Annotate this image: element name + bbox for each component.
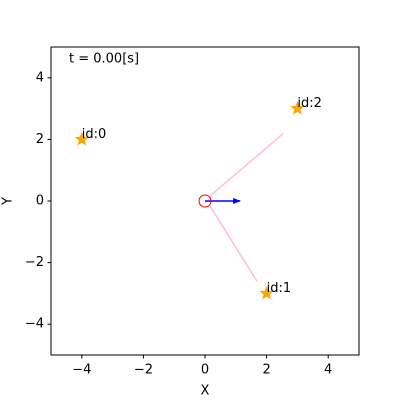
y-tick-label: −4 — [25, 317, 44, 332]
observation-line — [209, 205, 258, 282]
landmark — [290, 101, 305, 115]
landmark — [259, 285, 274, 300]
x-tick-label: −2 — [134, 363, 153, 378]
x-tick-label: 4 — [324, 363, 332, 378]
time-annotation: t = 0.00[s] — [69, 52, 139, 67]
y-axis-label: Y — [1, 197, 16, 206]
y-tick-label: 2 — [36, 132, 44, 147]
robot — [198, 194, 212, 208]
observation-line — [209, 132, 284, 197]
landmark-label: id:0 — [82, 127, 107, 142]
landmark-label: id:1 — [267, 281, 292, 296]
y-tick-label: 4 — [36, 70, 44, 85]
x-tick-label: 2 — [262, 363, 270, 378]
x-tick-label: −4 — [72, 363, 91, 378]
landmark — [74, 131, 89, 146]
x-axis-label: X — [201, 384, 210, 399]
y-tick-label: 0 — [36, 194, 44, 209]
x-tick-label: 0 — [201, 363, 209, 378]
y-tick-label: −2 — [25, 255, 44, 270]
landmark-label: id:2 — [297, 96, 322, 111]
